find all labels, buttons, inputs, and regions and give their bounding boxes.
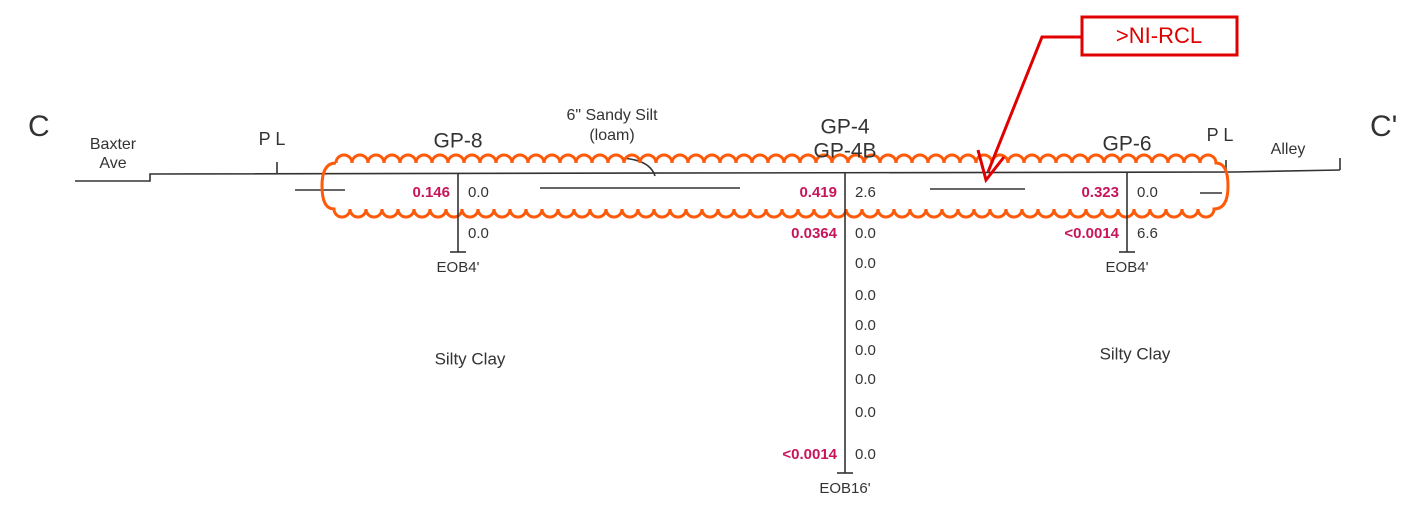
pid-reading: 0.0 bbox=[855, 446, 876, 463]
boring-name: GP-8 bbox=[433, 130, 482, 153]
street: Baxter bbox=[90, 136, 137, 153]
section-end: C bbox=[28, 110, 50, 143]
pid-reading: 0.0 bbox=[1137, 184, 1158, 201]
annotation: (loam) bbox=[589, 127, 634, 144]
concentration: 0.419 bbox=[799, 184, 837, 201]
property-line: P L bbox=[1207, 125, 1234, 145]
boring-name: GP-6 bbox=[1102, 133, 1151, 156]
pid-reading: 0.0 bbox=[468, 225, 489, 242]
arrow-head bbox=[976, 149, 1006, 184]
pid-reading: 0.0 bbox=[855, 287, 876, 304]
concentration: 0.146 bbox=[412, 184, 450, 201]
pid-reading: 0.0 bbox=[855, 342, 876, 359]
soil-label: Silty Clay bbox=[1100, 344, 1171, 363]
pid-reading: 0.0 bbox=[855, 404, 876, 421]
end-of-boring: EOB16' bbox=[819, 480, 870, 497]
pid-reading: 6.6 bbox=[1137, 225, 1158, 242]
concentration: 0.323 bbox=[1081, 184, 1119, 201]
street: Alley bbox=[1271, 141, 1306, 158]
property-line: P L bbox=[259, 129, 286, 149]
annotation: 6" Sandy Silt bbox=[566, 107, 658, 124]
street: Ave bbox=[99, 155, 126, 172]
pid-reading: 0.0 bbox=[855, 317, 876, 334]
callout-arrow bbox=[986, 35, 1082, 173]
concentration: <0.0014 bbox=[782, 446, 837, 463]
ground-surface bbox=[75, 157, 1341, 194]
end-of-boring: EOB4' bbox=[437, 259, 480, 276]
concentration: 0.0364 bbox=[791, 225, 838, 242]
callout-box bbox=[1080, 15, 1239, 57]
boring-name: GP-4B bbox=[813, 140, 876, 163]
boring-name: GP-4 bbox=[820, 116, 869, 139]
pid-reading: 0.0 bbox=[468, 184, 489, 201]
revision-cloud bbox=[320, 153, 1230, 219]
end-of-boring: EOB4' bbox=[1106, 259, 1149, 276]
pid-reading: 0.0 bbox=[855, 255, 876, 272]
pid-reading: 0.0 bbox=[855, 225, 876, 242]
concentration: <0.0014 bbox=[1064, 225, 1119, 242]
callout-text: >NI-RCL bbox=[1116, 23, 1202, 48]
ground-line bbox=[75, 169, 1341, 182]
pid-reading: 0.0 bbox=[855, 371, 876, 388]
callout: >NI-RCL bbox=[976, 15, 1239, 184]
pid-reading: 2.6 bbox=[855, 184, 876, 201]
section-end: C' bbox=[1370, 110, 1397, 143]
soil-label: Silty Clay bbox=[435, 349, 506, 368]
